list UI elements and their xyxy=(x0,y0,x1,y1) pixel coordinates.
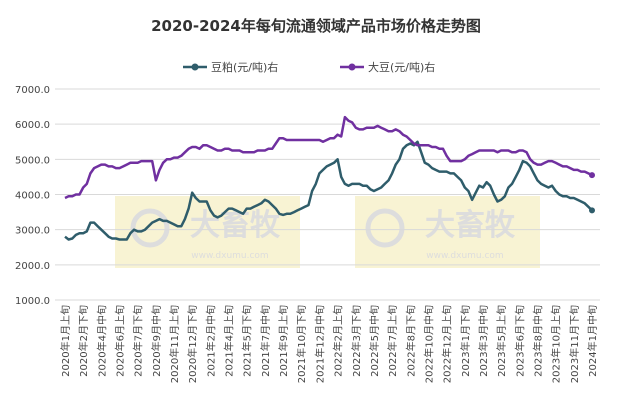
y-tick-label: 7000.0 xyxy=(15,85,50,96)
y-tick-label: 3000.0 xyxy=(15,226,50,237)
x-tick-label: 2023年3月中旬 xyxy=(477,305,490,377)
x-tick-label: 2023年8月中旬 xyxy=(531,305,544,377)
x-tick-label: 2024年1月中旬 xyxy=(586,305,599,377)
x-tick-label: 2020年6月上旬 xyxy=(114,305,127,377)
x-tick-label: 2020年7月下旬 xyxy=(132,305,145,377)
x-tick-label: 2020年4月中旬 xyxy=(95,305,108,377)
series-line xyxy=(64,140,593,241)
legend-item: 豆粕(元/吨)右 xyxy=(183,60,278,74)
x-tick-label: 2023年5月上旬 xyxy=(495,305,508,377)
chart-title: 2020-2024年每旬流通领域产品市场价格走势图 xyxy=(151,17,481,35)
end-marker xyxy=(589,207,595,214)
watermark-logo xyxy=(365,208,405,248)
x-tick-label: 2022年12月上旬 xyxy=(441,305,454,383)
x-tick-label: 2021年10月下旬 xyxy=(295,305,308,383)
watermark-text: 大畜牧 xyxy=(190,208,281,243)
watermark-url: www.dxumu.com xyxy=(426,251,503,261)
x-tick-label: 2021年7月中旬 xyxy=(259,305,272,377)
y-tick-label: 6000.0 xyxy=(15,120,50,131)
legend-label: 豆粕(元/吨)右 xyxy=(211,60,278,74)
x-tick-label: 2020年1月上旬 xyxy=(59,305,72,377)
legend-marker xyxy=(191,63,199,71)
x-tick-label: 2021年4月上旬 xyxy=(223,305,236,377)
series-line xyxy=(64,115,593,200)
x-tick-label: 2023年6月下旬 xyxy=(513,305,526,377)
x-tick-label: 2022年10月中旬 xyxy=(422,305,435,383)
watermark: 大畜牧 www.dxumu.com 大畜牧 www.dxumu.com xyxy=(115,196,540,268)
x-tick-label: 2022年7月上旬 xyxy=(386,305,399,377)
end-marker xyxy=(589,172,595,179)
x-tick-label: 2020年11月上旬 xyxy=(168,305,181,383)
legend-marker xyxy=(348,63,356,71)
x-tick-label: 2021年12月中旬 xyxy=(313,305,326,383)
legend-item: 大豆(元/吨)右 xyxy=(340,60,435,74)
x-tick-label: 2023年1月下旬 xyxy=(459,305,472,377)
x-tick-label: 2022年2月上旬 xyxy=(332,305,345,377)
watermark-url: www.dxumu.com xyxy=(191,251,268,261)
watermark-box xyxy=(115,196,300,268)
watermark-logo xyxy=(130,208,170,248)
x-tick-label: 2022年8月下旬 xyxy=(404,305,417,377)
x-tick-label: 2023年11月下旬 xyxy=(568,305,581,383)
watermark-box xyxy=(355,196,540,268)
y-tick-label: 5000.0 xyxy=(15,155,50,166)
x-tick-label: 2023年10月上旬 xyxy=(550,305,563,383)
x-tick-label: 2020年9月中旬 xyxy=(150,305,163,377)
x-tick-label: 2021年5月下旬 xyxy=(241,305,254,377)
x-tick-label: 2020年12月下旬 xyxy=(186,305,199,383)
x-tick-label: 2021年2月中旬 xyxy=(204,305,217,377)
x-tick-label: 2022年3月下旬 xyxy=(350,305,363,377)
y-tick-label: 1000.0 xyxy=(15,296,50,307)
x-tick-label: 2022年5月中旬 xyxy=(368,305,381,377)
legend-label: 大豆(元/吨)右 xyxy=(368,60,435,74)
y-tick-label: 4000.0 xyxy=(15,191,50,202)
x-tick-label: 2020年2月下旬 xyxy=(77,305,90,377)
watermark-text: 大畜牧 xyxy=(425,208,516,243)
y-tick-label: 2000.0 xyxy=(15,261,50,272)
x-tick-label: 2021年9月上旬 xyxy=(277,305,290,377)
